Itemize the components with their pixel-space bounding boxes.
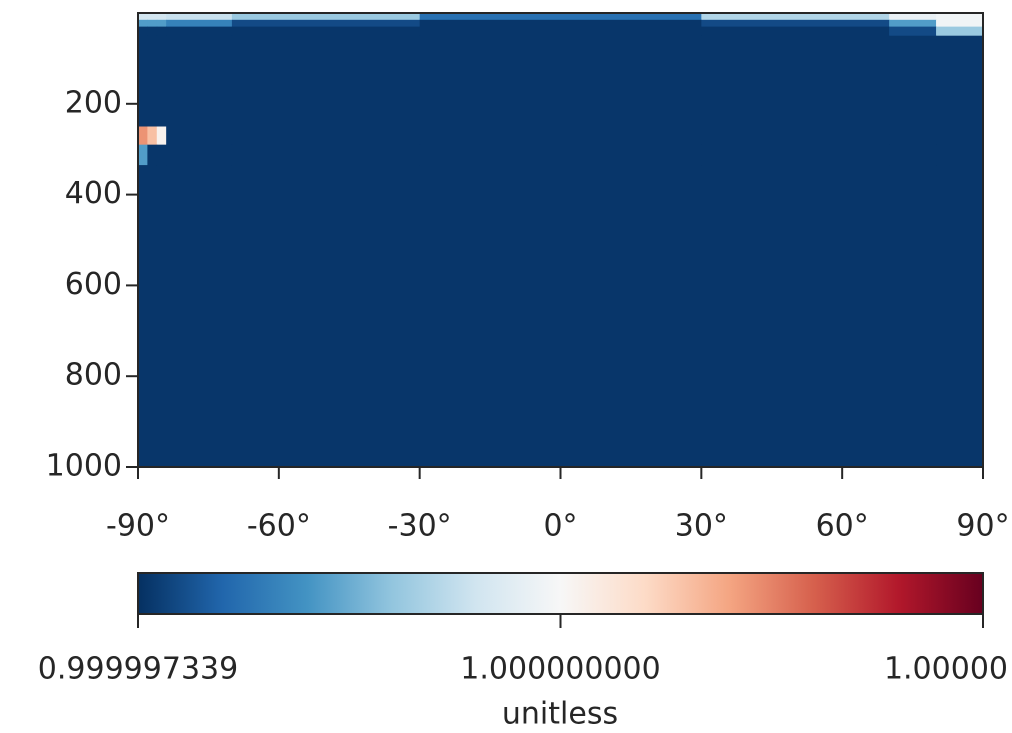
heatmap-cell bbox=[147, 13, 158, 21]
heatmap-cell bbox=[166, 19, 233, 28]
heatmap-cell bbox=[889, 126, 937, 146]
heatmap-cell bbox=[138, 126, 148, 146]
heatmap-cell bbox=[231, 26, 421, 37]
heatmap-cell bbox=[138, 144, 148, 166]
x-tick-label: 30° bbox=[675, 509, 728, 544]
heatmap-cell bbox=[138, 165, 148, 468]
heatmap-cell bbox=[889, 19, 937, 28]
heatmap-cell bbox=[889, 13, 937, 21]
heatmap-cell bbox=[936, 126, 984, 146]
heatmap-cell bbox=[419, 26, 702, 37]
colorbar-tick-label: 0.999997339 bbox=[38, 652, 238, 687]
heatmap-cell bbox=[231, 165, 421, 468]
heatmap-cell bbox=[701, 13, 890, 21]
y-tick-label: 400 bbox=[65, 176, 122, 211]
heatmap-cell bbox=[156, 13, 167, 21]
heatmap-cell bbox=[936, 19, 984, 28]
heatmap-cell bbox=[231, 126, 421, 146]
heatmap-cell bbox=[889, 26, 937, 37]
heatmap-cell bbox=[147, 19, 158, 28]
heatmap-cell bbox=[166, 144, 233, 166]
heatmap-cell bbox=[419, 13, 702, 21]
heatmap-cell bbox=[147, 26, 158, 37]
heatmap-cell bbox=[936, 144, 984, 166]
heatmap-cell bbox=[231, 13, 421, 21]
x-tick-label: 60° bbox=[816, 509, 869, 544]
heatmap-cell bbox=[936, 35, 984, 128]
colorbar-tick-label: 1.00000 bbox=[884, 652, 1008, 687]
heatmap-cell bbox=[156, 144, 167, 166]
heatmap-cell bbox=[889, 165, 937, 468]
heatmap-cell bbox=[166, 126, 233, 146]
heatmap-cell bbox=[138, 19, 148, 28]
y-tick-label: 1000 bbox=[46, 449, 122, 484]
heatmap-cell bbox=[156, 26, 167, 37]
heatmap-cell bbox=[166, 26, 233, 37]
heatmap-cell bbox=[231, 144, 421, 166]
heatmap-cell bbox=[138, 26, 148, 37]
heatmap-cell bbox=[231, 19, 421, 28]
heatmap-cell bbox=[147, 144, 158, 166]
y-tick-label: 600 bbox=[65, 267, 122, 302]
heatmap-cell bbox=[889, 35, 937, 128]
heatmap-cell bbox=[889, 144, 937, 166]
heatmap-cell bbox=[936, 26, 984, 37]
heatmap-cell bbox=[156, 126, 167, 146]
colorbar-tick-label: 1.000000000 bbox=[460, 652, 660, 687]
heatmap-cell bbox=[419, 35, 702, 128]
y-tick-label: 800 bbox=[65, 358, 122, 393]
x-tick-label: 90° bbox=[956, 509, 1009, 544]
heatmap-cell bbox=[701, 35, 890, 128]
heatmap-cell bbox=[156, 19, 167, 28]
heatmap-cell bbox=[701, 26, 890, 37]
x-tick-label: -90° bbox=[106, 509, 170, 544]
heatmap-cell bbox=[419, 19, 702, 28]
heatmap-cell bbox=[166, 165, 233, 468]
heatmap-cell bbox=[936, 165, 984, 468]
heatmap-cell bbox=[147, 126, 158, 146]
heatmap-cell bbox=[166, 13, 233, 21]
heatmap-cell bbox=[231, 35, 421, 128]
heatmap-cell bbox=[138, 35, 148, 128]
heatmap-cell bbox=[138, 13, 148, 21]
heatmap-cell bbox=[701, 144, 890, 166]
heatmap-cell bbox=[936, 13, 984, 21]
heatmap-cell bbox=[419, 144, 702, 166]
x-tick-label: -60° bbox=[247, 509, 311, 544]
heatmap-cell bbox=[156, 165, 167, 468]
heatmap-cell bbox=[419, 165, 702, 468]
heatmap-cell bbox=[701, 19, 890, 28]
x-tick-label: 0° bbox=[543, 509, 577, 544]
heatmap-cell bbox=[166, 35, 233, 128]
heatmap bbox=[138, 13, 984, 468]
heatmap-cell bbox=[701, 126, 890, 146]
y-tick-label: 200 bbox=[65, 85, 122, 120]
heatmap-cell bbox=[419, 126, 702, 146]
colorbar-label: unitless bbox=[502, 697, 618, 732]
heatmap-cell bbox=[147, 165, 158, 468]
heatmap-cell bbox=[701, 165, 890, 468]
x-tick-label: -30° bbox=[388, 509, 452, 544]
heatmap-cell bbox=[156, 35, 167, 128]
colorbar bbox=[137, 572, 984, 615]
heatmap-cell bbox=[147, 35, 158, 128]
